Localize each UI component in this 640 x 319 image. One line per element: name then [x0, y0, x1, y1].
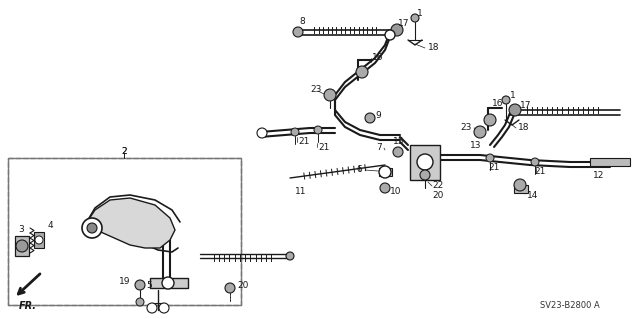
Bar	[15, 236, 29, 256]
Polygon shape	[85, 198, 175, 248]
Circle shape	[514, 179, 526, 191]
Circle shape	[486, 154, 494, 162]
Text: 12: 12	[593, 170, 604, 180]
Circle shape	[509, 104, 521, 116]
Text: 9: 9	[375, 110, 381, 120]
Circle shape	[502, 96, 510, 104]
Text: 10: 10	[390, 188, 401, 197]
Circle shape	[474, 126, 486, 138]
Text: 11: 11	[295, 188, 307, 197]
Text: 18: 18	[518, 123, 529, 132]
Text: 18: 18	[428, 43, 440, 53]
Bar	[8, 158, 241, 305]
Circle shape	[35, 236, 43, 244]
Text: 8: 8	[299, 18, 305, 26]
Text: 16: 16	[372, 54, 383, 63]
Text: 19: 19	[118, 278, 130, 286]
Bar	[514, 185, 528, 193]
Text: 17: 17	[398, 19, 410, 28]
Text: 1: 1	[417, 10, 423, 19]
Text: 22: 22	[432, 182, 444, 190]
Text: 21: 21	[318, 144, 330, 152]
Text: 20: 20	[237, 280, 248, 290]
Circle shape	[411, 14, 419, 22]
Bar	[8, 158, 241, 305]
Circle shape	[314, 126, 322, 134]
Bar	[379, 168, 392, 176]
Text: 15: 15	[392, 137, 404, 146]
Text: 17: 17	[520, 100, 531, 109]
Text: 21: 21	[298, 137, 309, 146]
Circle shape	[286, 252, 294, 260]
Text: 6: 6	[356, 166, 362, 174]
Text: 1: 1	[510, 92, 516, 100]
Circle shape	[356, 66, 368, 78]
Circle shape	[257, 128, 267, 138]
Circle shape	[393, 147, 403, 157]
Bar	[410, 145, 440, 180]
Circle shape	[391, 24, 403, 36]
Circle shape	[87, 223, 97, 233]
Text: 20: 20	[432, 191, 444, 201]
Circle shape	[82, 218, 102, 238]
Text: 13: 13	[470, 140, 481, 150]
Circle shape	[293, 27, 303, 37]
Text: 21: 21	[488, 164, 499, 173]
Circle shape	[379, 166, 391, 178]
Circle shape	[365, 113, 375, 123]
Circle shape	[417, 154, 433, 170]
Text: 16: 16	[492, 100, 504, 108]
Circle shape	[136, 298, 144, 306]
Circle shape	[225, 283, 235, 293]
Circle shape	[380, 183, 390, 193]
Circle shape	[16, 240, 28, 252]
Text: 5: 5	[147, 281, 152, 291]
Text: 4: 4	[48, 221, 54, 231]
Text: 2: 2	[121, 147, 127, 157]
Circle shape	[162, 277, 174, 289]
Text: 23: 23	[461, 123, 472, 132]
Circle shape	[420, 170, 430, 180]
Bar	[34, 232, 44, 248]
Text: 3: 3	[18, 226, 24, 234]
Circle shape	[147, 303, 157, 313]
Circle shape	[484, 114, 496, 126]
Text: 2: 2	[121, 147, 127, 157]
Circle shape	[291, 128, 299, 136]
Text: FR.: FR.	[19, 301, 37, 311]
Text: 7: 7	[376, 144, 382, 152]
Circle shape	[324, 89, 336, 101]
Bar	[590, 158, 630, 166]
Circle shape	[531, 158, 539, 166]
Circle shape	[135, 280, 145, 290]
Bar	[150, 278, 188, 288]
Circle shape	[159, 303, 169, 313]
Circle shape	[385, 30, 395, 40]
Text: SV23-B2800 A: SV23-B2800 A	[540, 300, 600, 309]
Text: 14: 14	[527, 191, 538, 201]
Text: 23: 23	[310, 85, 321, 94]
Text: 21: 21	[534, 167, 545, 176]
